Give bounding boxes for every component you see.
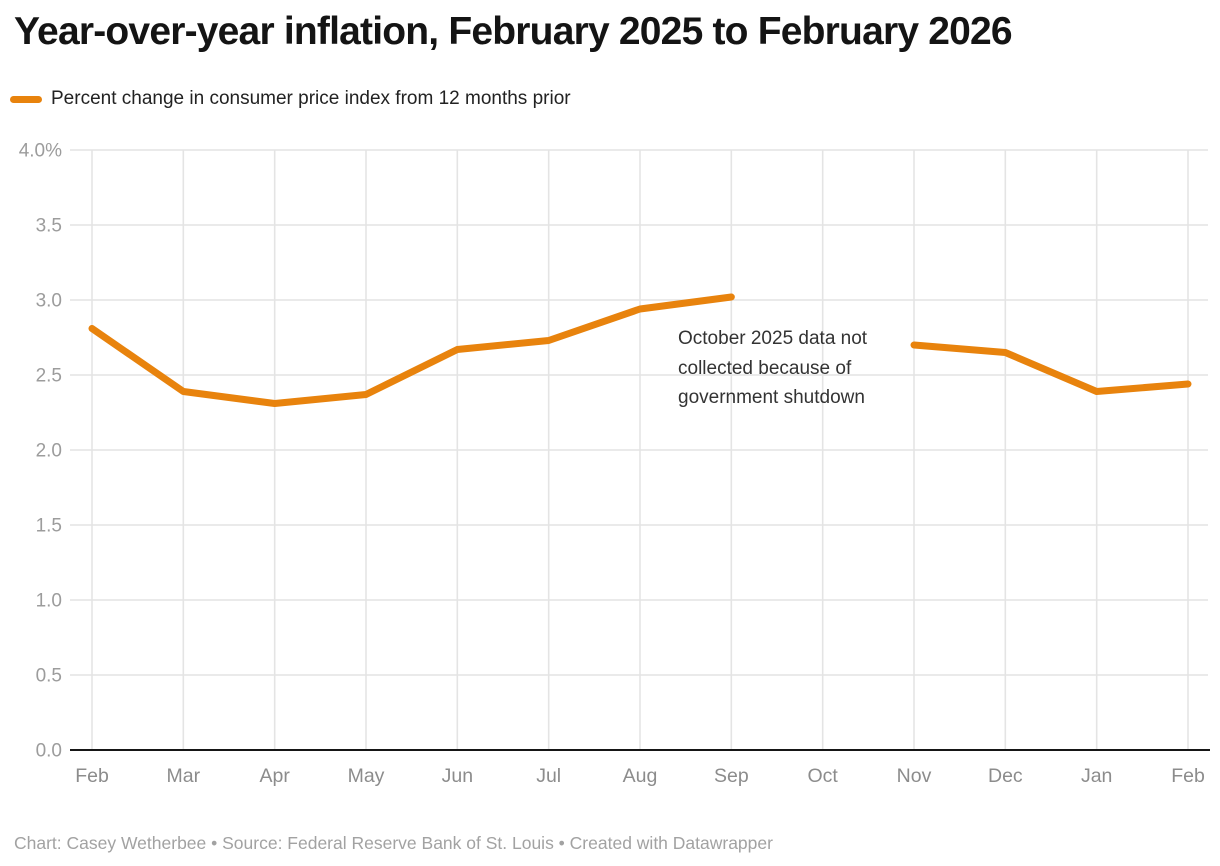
x-axis-labels: Feb Mar Apr May Jun Jul Aug Sep Oct Nov Dec Jan Feb: [75, 765, 1205, 787]
x-axis-label: Jan: [1081, 765, 1112, 787]
y-axis-label: 3.0: [36, 291, 62, 312]
x-axis-label: Apr: [259, 765, 290, 787]
inflation-line-segment: [88, 293, 735, 407]
horizontal-gridlines: [70, 149, 1208, 676]
x-axis-label: Nov: [897, 765, 932, 787]
page-title: Year-over-year inflation, February 2025 …: [14, 10, 1013, 53]
y-axis-label: 1.0: [36, 591, 62, 612]
x-axis-label: Jul: [536, 765, 561, 787]
y-axis-label: 2.5: [36, 366, 62, 387]
x-axis-label: Dec: [988, 765, 1023, 787]
missing-data-annotation: October 2025 data not collected because …: [678, 328, 868, 408]
y-axis-label: 2.0: [36, 441, 62, 462]
y-axis-label: 0.0: [36, 741, 62, 762]
x-axis-label: Feb: [75, 765, 109, 787]
x-axis-label: Jun: [442, 765, 473, 787]
inflation-line-segment: [910, 341, 1192, 395]
legend: Percent change in consumer price index f…: [10, 86, 571, 112]
legend-line-swatch-icon: [10, 95, 42, 103]
y-axis-labels: 0.0 0.5 1.0 1.5 2.0 2.5 3.0 3.5 4.0%: [19, 141, 62, 762]
line-chart: 0.0 0.5 1.0 1.5 2.0 2.5 3.0 3.5 4.0% Feb Mar Apr May…: [19, 141, 1210, 787]
x-axis-label: May: [348, 765, 385, 787]
x-axis-label: Aug: [623, 765, 658, 787]
x-axis-label: Mar: [167, 765, 201, 787]
x-axis-label: Sep: [714, 765, 749, 787]
footer-credits: Chart: Casey Wetherbee • Source: Federal…: [14, 833, 773, 853]
legend-label: Percent change in consumer price index f…: [51, 88, 571, 109]
y-axis-label: 4.0%: [19, 141, 62, 162]
y-axis-label: 1.5: [36, 516, 62, 537]
y-axis-label: 3.5: [36, 216, 62, 237]
x-axis-label: Oct: [807, 765, 838, 787]
y-axis-label: 0.5: [36, 666, 62, 687]
x-axis-label: Feb: [1171, 765, 1205, 787]
